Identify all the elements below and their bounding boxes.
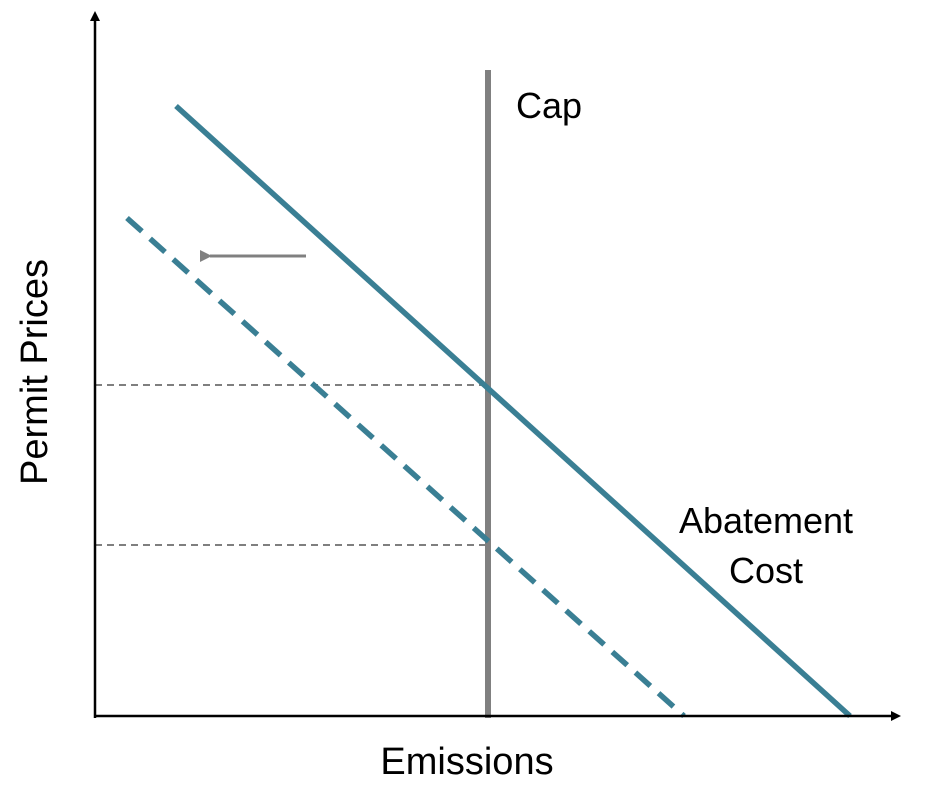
cap-label: Cap — [516, 85, 582, 126]
shifted-abatement-cost-curve — [125, 215, 686, 719]
abatement-cost-label-line2: Cost — [729, 550, 803, 591]
x-axis-label: Emissions — [380, 741, 553, 783]
abatement-cost-label-line1: Abatement — [679, 500, 853, 541]
abatement-cost-curve — [174, 103, 852, 719]
y-axis-label: Permit Prices — [14, 259, 56, 485]
